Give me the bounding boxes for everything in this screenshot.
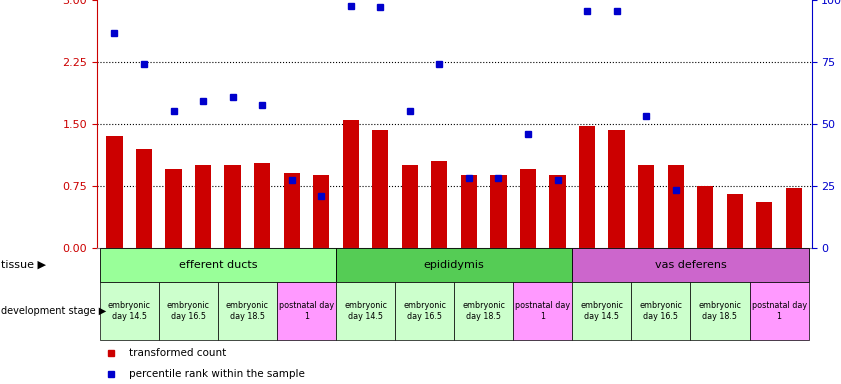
Bar: [195, 165, 211, 248]
Bar: [632, 282, 690, 340]
Bar: [490, 175, 506, 248]
Bar: [579, 126, 595, 248]
Bar: [431, 161, 447, 248]
Bar: [254, 164, 270, 248]
Text: efferent ducts: efferent ducts: [178, 260, 257, 270]
Bar: [513, 282, 572, 340]
Bar: [336, 282, 395, 340]
Bar: [218, 282, 277, 340]
Bar: [756, 202, 772, 248]
Bar: [402, 165, 418, 248]
Bar: [572, 248, 808, 282]
Text: embryonic
day 14.5: embryonic day 14.5: [344, 301, 387, 321]
Bar: [106, 136, 123, 248]
Bar: [283, 174, 299, 248]
Bar: [697, 186, 713, 248]
Text: epididymis: epididymis: [424, 260, 484, 270]
Text: development stage ▶: development stage ▶: [1, 306, 106, 316]
Bar: [166, 169, 182, 248]
Text: embryonic
day 16.5: embryonic day 16.5: [403, 301, 446, 321]
Bar: [277, 282, 336, 340]
Bar: [159, 282, 218, 340]
Text: embryonic
day 16.5: embryonic day 16.5: [167, 301, 209, 321]
Text: postnatal day
1: postnatal day 1: [279, 301, 334, 321]
Bar: [461, 175, 477, 248]
Bar: [572, 282, 632, 340]
Bar: [668, 165, 684, 248]
Text: embryonic
day 18.5: embryonic day 18.5: [463, 301, 505, 321]
Bar: [225, 165, 241, 248]
Bar: [785, 188, 802, 248]
Text: embryonic
day 16.5: embryonic day 16.5: [639, 301, 682, 321]
Bar: [638, 165, 654, 248]
Bar: [336, 248, 572, 282]
Text: transformed count: transformed count: [129, 348, 226, 358]
Text: postnatal day
1: postnatal day 1: [752, 301, 807, 321]
Text: percentile rank within the sample: percentile rank within the sample: [129, 369, 304, 379]
Text: embryonic
day 14.5: embryonic day 14.5: [108, 301, 151, 321]
Bar: [549, 175, 566, 248]
Bar: [342, 120, 359, 248]
Text: embryonic
day 18.5: embryonic day 18.5: [226, 301, 269, 321]
Bar: [690, 282, 749, 340]
Text: embryonic
day 18.5: embryonic day 18.5: [699, 301, 742, 321]
Bar: [100, 282, 159, 340]
Bar: [313, 175, 330, 248]
Bar: [100, 248, 336, 282]
Text: vas deferens: vas deferens: [654, 260, 727, 270]
Bar: [749, 282, 808, 340]
Bar: [727, 194, 743, 248]
Bar: [520, 169, 536, 248]
Text: postnatal day
1: postnatal day 1: [516, 301, 570, 321]
Bar: [454, 282, 513, 340]
Text: embryonic
day 14.5: embryonic day 14.5: [580, 301, 623, 321]
Bar: [136, 149, 152, 248]
Text: tissue ▶: tissue ▶: [1, 260, 46, 270]
Bar: [609, 131, 625, 248]
Bar: [395, 282, 454, 340]
Bar: [373, 131, 389, 248]
